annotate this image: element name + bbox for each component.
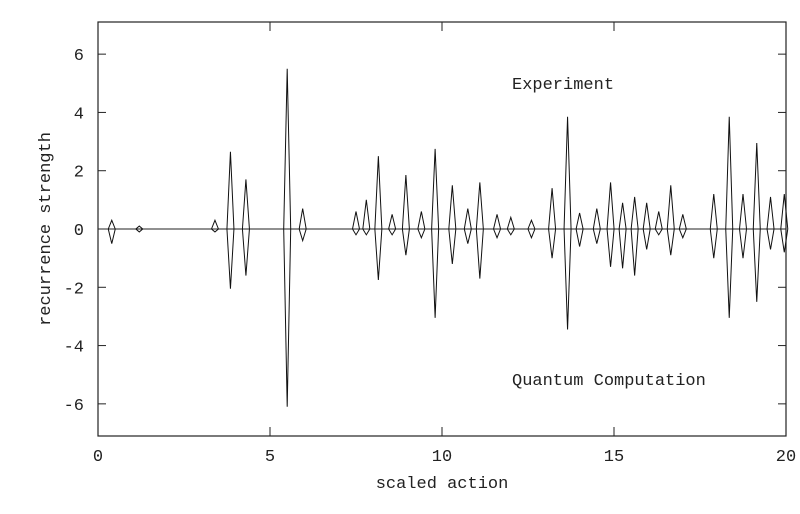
spike: [548, 188, 557, 230]
annotation: Experiment: [512, 76, 614, 95]
spike: [575, 212, 584, 230]
spike: [448, 185, 457, 230]
spike: [493, 214, 502, 230]
spike: [374, 156, 383, 230]
x-axis-label: scaled action: [376, 475, 509, 494]
spike: [226, 151, 235, 230]
spike: [678, 228, 687, 240]
spike: [298, 228, 307, 243]
spike: [709, 228, 718, 259]
spike: [298, 208, 307, 230]
spike: [725, 228, 734, 318]
annotation: Quantum Computation: [512, 372, 706, 391]
spike: [678, 214, 687, 230]
spike: [506, 215, 515, 230]
x-tick-label: 10: [432, 448, 452, 467]
spike: [283, 228, 292, 407]
spike: [766, 228, 775, 250]
spike: [592, 228, 601, 244]
spike: [448, 228, 457, 265]
spike: [210, 218, 219, 230]
spike: [654, 228, 663, 236]
spike: [388, 228, 397, 236]
spike: [417, 211, 426, 230]
spike: [606, 182, 615, 230]
spike: [563, 228, 572, 330]
spike: [362, 199, 371, 230]
y-tick-label: 0: [74, 222, 84, 241]
spike: [431, 148, 440, 230]
spike: [401, 228, 410, 256]
spike: [725, 116, 734, 230]
spike: [401, 175, 410, 230]
spike: [226, 228, 235, 289]
spike: [135, 225, 144, 230]
x-tick-label: 0: [93, 448, 103, 467]
spike: [739, 193, 747, 230]
spike: [766, 196, 775, 230]
spike: [527, 228, 536, 240]
x-tick-label: 15: [604, 448, 624, 467]
spike: [666, 228, 675, 256]
spike: [618, 228, 627, 269]
spike: [352, 211, 360, 230]
x-tick-label: 20: [776, 448, 796, 467]
spike: [709, 193, 718, 230]
spike: [780, 228, 789, 253]
spike: [642, 228, 651, 250]
spike: [374, 228, 383, 281]
spike: [752, 143, 761, 230]
spike: [135, 228, 144, 233]
y-tick-label: -6: [64, 397, 84, 416]
spike: [107, 218, 116, 230]
spike: [211, 228, 219, 233]
spike: [431, 228, 440, 318]
spike: [107, 228, 116, 244]
spike: [592, 208, 601, 230]
spike: [606, 228, 615, 267]
spike: [506, 228, 515, 236]
spike: [618, 202, 627, 230]
y-tick-label: -2: [64, 280, 84, 299]
spike: [575, 228, 584, 247]
y-tick-label: 6: [74, 47, 84, 66]
spike: [493, 228, 502, 240]
spike: [752, 228, 761, 302]
spike: [548, 228, 557, 259]
spike: [417, 228, 426, 240]
spike: [666, 185, 675, 230]
spike: [241, 228, 250, 276]
spike: [563, 116, 572, 230]
spike: [475, 182, 484, 230]
spike: [527, 218, 536, 230]
spike: [388, 214, 397, 230]
spike: [463, 228, 472, 244]
spike: [475, 228, 484, 279]
y-tick-label: 2: [74, 164, 84, 183]
spike: [642, 202, 651, 230]
spike: [630, 228, 639, 276]
spike: [283, 68, 292, 230]
spike: [362, 228, 371, 236]
y-tick-label: 4: [74, 105, 84, 124]
x-tick-label: 5: [265, 448, 275, 467]
spike: [463, 208, 472, 230]
spike: [241, 179, 250, 230]
spike: [739, 228, 747, 259]
spike: [654, 211, 663, 230]
spike: [630, 196, 639, 230]
spike: [352, 228, 360, 236]
spike: [780, 193, 789, 230]
y-axis-label: recurrence strength: [37, 132, 56, 326]
y-tick-label: -4: [64, 339, 84, 358]
